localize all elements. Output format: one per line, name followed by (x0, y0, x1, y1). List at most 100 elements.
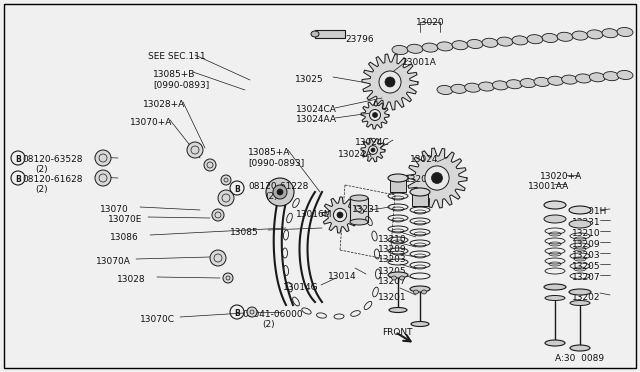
Text: (2): (2) (265, 192, 278, 201)
Bar (350, 198, 368, 222)
Ellipse shape (617, 70, 633, 80)
Circle shape (266, 178, 294, 206)
Text: 13020: 13020 (416, 18, 444, 27)
Text: 13210: 13210 (378, 235, 406, 244)
Ellipse shape (451, 84, 467, 93)
Text: 13024C: 13024C (355, 138, 390, 147)
Polygon shape (361, 138, 385, 162)
Text: A:30  0089: A:30 0089 (555, 354, 604, 363)
Bar (390, 178, 406, 192)
Ellipse shape (527, 35, 543, 44)
Text: 08041-06000: 08041-06000 (242, 310, 303, 319)
Text: 13001A: 13001A (402, 58, 437, 67)
Text: [0990-0893]: [0990-0893] (153, 80, 209, 89)
Ellipse shape (569, 289, 591, 295)
Text: 13070: 13070 (100, 205, 129, 214)
Text: (2): (2) (35, 165, 47, 174)
Ellipse shape (544, 284, 566, 290)
Circle shape (369, 145, 378, 154)
Text: 13209: 13209 (572, 240, 600, 249)
Ellipse shape (562, 75, 577, 84)
Ellipse shape (542, 33, 558, 42)
Circle shape (221, 175, 231, 185)
Circle shape (273, 185, 287, 199)
Text: 08120-61228: 08120-61228 (248, 182, 308, 191)
Text: SEE SEC.111: SEE SEC.111 (148, 52, 205, 61)
Ellipse shape (602, 29, 618, 38)
Ellipse shape (545, 340, 565, 346)
Circle shape (372, 112, 378, 118)
Circle shape (337, 212, 343, 218)
Ellipse shape (410, 286, 430, 292)
Ellipse shape (465, 83, 481, 92)
Text: 23796: 23796 (345, 35, 374, 44)
Text: 13085+A: 13085+A (248, 148, 291, 157)
Text: 13085+B: 13085+B (153, 70, 195, 79)
Ellipse shape (311, 31, 319, 37)
Ellipse shape (572, 31, 588, 40)
Ellipse shape (544, 201, 566, 209)
Ellipse shape (392, 45, 408, 55)
Text: 13202: 13202 (572, 293, 600, 302)
Polygon shape (362, 54, 418, 110)
Ellipse shape (411, 321, 429, 327)
Ellipse shape (587, 30, 603, 39)
Ellipse shape (492, 81, 508, 90)
Bar (315, 30, 345, 38)
Ellipse shape (407, 44, 423, 53)
Ellipse shape (350, 219, 368, 225)
Circle shape (425, 166, 449, 190)
Ellipse shape (422, 290, 426, 294)
Text: 13205: 13205 (572, 262, 600, 271)
Text: B: B (234, 185, 240, 193)
Ellipse shape (388, 272, 408, 278)
Circle shape (223, 273, 233, 283)
Text: 13231: 13231 (572, 218, 600, 227)
Text: FRONT: FRONT (382, 328, 413, 337)
Bar (412, 192, 428, 206)
Ellipse shape (422, 43, 438, 52)
Text: B: B (234, 308, 240, 317)
Text: 13028+A: 13028+A (143, 100, 185, 109)
Circle shape (369, 109, 381, 121)
Circle shape (371, 148, 375, 152)
Text: 13203: 13203 (378, 255, 406, 264)
Text: 13205: 13205 (378, 267, 406, 276)
Text: [0990-0893]: [0990-0893] (248, 158, 304, 167)
Ellipse shape (570, 301, 590, 305)
Text: 13201H: 13201H (405, 175, 440, 184)
Text: 13070C: 13070C (140, 315, 175, 324)
Ellipse shape (410, 188, 430, 196)
Ellipse shape (544, 215, 566, 223)
Ellipse shape (569, 206, 591, 214)
Ellipse shape (452, 41, 468, 50)
Ellipse shape (548, 76, 564, 85)
Circle shape (385, 77, 395, 87)
Circle shape (204, 159, 216, 171)
Circle shape (333, 208, 347, 222)
Text: 13231: 13231 (352, 205, 381, 214)
Ellipse shape (534, 77, 550, 86)
Polygon shape (322, 197, 358, 233)
Text: 13070+A: 13070+A (130, 118, 172, 127)
Ellipse shape (467, 39, 483, 48)
Ellipse shape (479, 82, 495, 91)
Text: 13014G: 13014G (283, 283, 319, 292)
Text: B: B (15, 154, 21, 164)
Text: 13028: 13028 (117, 275, 146, 284)
Text: 08120-63528: 08120-63528 (22, 155, 83, 164)
Text: 13070A: 13070A (96, 257, 131, 266)
Text: 13209: 13209 (378, 245, 406, 254)
Ellipse shape (399, 276, 404, 280)
Ellipse shape (497, 37, 513, 46)
Text: 13024: 13024 (410, 155, 438, 164)
Ellipse shape (437, 86, 453, 94)
Ellipse shape (389, 308, 407, 312)
Text: 13207: 13207 (378, 277, 406, 286)
Ellipse shape (506, 80, 522, 89)
Text: 08120-61628: 08120-61628 (22, 175, 83, 184)
Text: 13085: 13085 (230, 228, 259, 237)
Ellipse shape (603, 72, 619, 81)
Circle shape (431, 173, 442, 183)
Text: 13025: 13025 (295, 75, 324, 84)
